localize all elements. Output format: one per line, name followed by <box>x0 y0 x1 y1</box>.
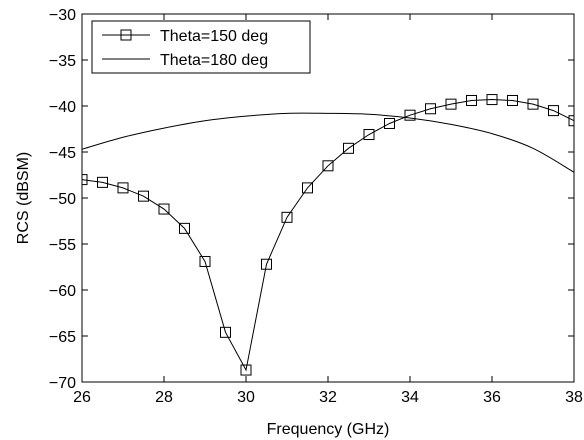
data-point-theta-150 <box>425 103 436 115</box>
y-tick-label: −60 <box>49 283 76 300</box>
series-layer <box>82 94 574 376</box>
data-point-theta-150 <box>158 203 170 215</box>
data-point-theta-150 <box>82 174 88 186</box>
y-tick-label: −35 <box>49 53 76 70</box>
legend-marker-theta-150 <box>120 29 132 41</box>
data-point-theta-150 <box>179 222 190 234</box>
legend-label-theta-150: Theta=150 deg <box>160 28 268 45</box>
y-tick-label: −45 <box>49 145 76 162</box>
data-point-theta-150 <box>548 105 559 117</box>
series-line-theta-180 <box>82 112 574 173</box>
y-tick-label: −40 <box>49 99 76 116</box>
x-axis-label: Frequency (GHz) <box>267 421 390 438</box>
data-point-theta-150 <box>507 94 518 106</box>
x-tick-label: 32 <box>319 389 337 406</box>
x-tick-label: 30 <box>237 389 255 406</box>
data-point-theta-150 <box>199 255 211 267</box>
x-tick-label: 36 <box>483 389 501 406</box>
series-line-theta-150 <box>82 99 574 372</box>
x-tick-label: 28 <box>155 389 173 406</box>
data-point-theta-150 <box>363 129 375 141</box>
plot-area <box>81 13 575 383</box>
data-point-theta-150 <box>527 98 539 110</box>
data-point-theta-150 <box>445 98 457 110</box>
data-point-theta-150 <box>322 160 334 172</box>
data-point-theta-150 <box>486 94 498 106</box>
x-tick-label: 38 <box>565 389 583 406</box>
data-point-theta-150 <box>404 109 416 121</box>
data-point-theta-150 <box>281 211 293 223</box>
x-tick-label: 26 <box>73 389 91 406</box>
x-tick-label: 34 <box>401 389 419 406</box>
data-point-theta-150 <box>261 258 272 270</box>
data-point-theta-150 <box>97 176 108 188</box>
y-tick-label: −50 <box>49 191 76 208</box>
data-point-theta-150 <box>302 182 313 194</box>
legend-label-theta-180: Theta=180 deg <box>160 52 268 69</box>
data-point-theta-150 <box>220 326 231 338</box>
data-point-theta-150 <box>138 190 149 202</box>
y-axis-label: RCS (dBSM) <box>15 152 32 244</box>
data-point-theta-150 <box>240 364 252 376</box>
axis-ticks: 26 28 30 32 34 36 38 −30 −35 −40 −45 −50 −55 −60 −65 −7… <box>49 7 583 406</box>
y-tick-label: −65 <box>49 329 76 346</box>
data-point-theta-150 <box>343 142 354 154</box>
data-point-theta-150 <box>568 115 574 127</box>
legend: Theta=150 deg Theta=180 deg <box>91 20 311 74</box>
y-tick-label: −70 <box>49 375 76 392</box>
y-tick-label: −30 <box>49 7 76 24</box>
data-point-theta-150 <box>466 94 477 106</box>
y-tick-label: −55 <box>49 237 76 254</box>
data-point-theta-150 <box>384 117 395 129</box>
data-point-theta-150 <box>117 182 129 194</box>
